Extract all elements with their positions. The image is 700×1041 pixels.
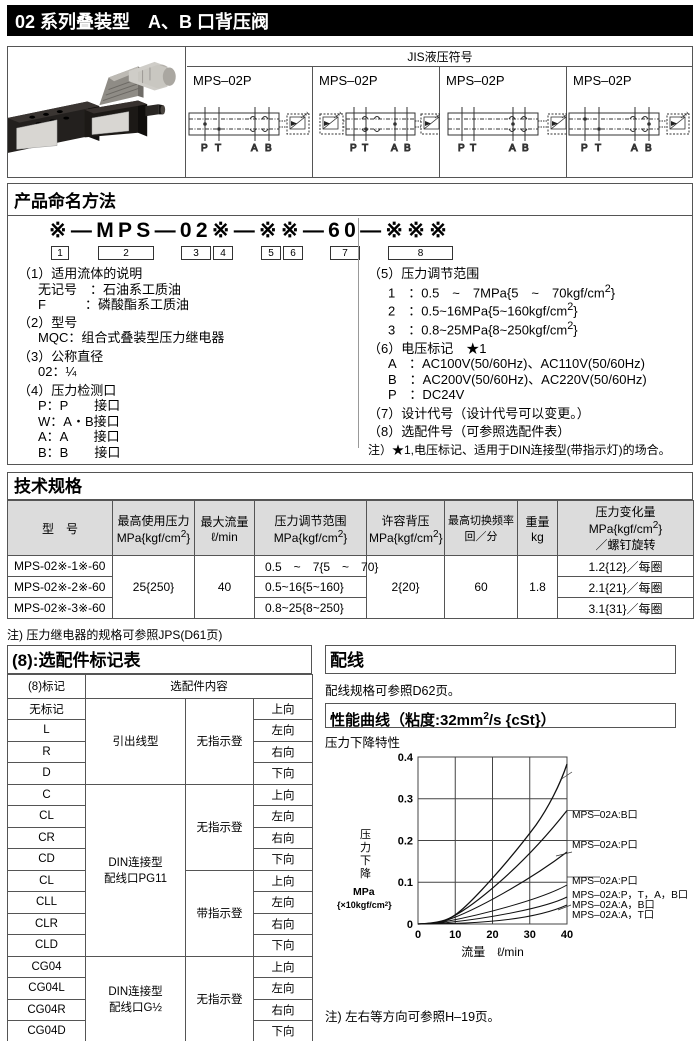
svg-text:流量 ℓ/min: 流量 ℓ/min [461,945,524,959]
svg-text:MPS–02A:P口: MPS–02A:P口 [572,840,638,851]
svg-text:0: 0 [415,929,421,941]
svg-text:A: A [509,143,516,154]
svg-text:T: T [362,143,368,154]
svg-text:降: 降 [360,866,371,880]
svg-text:0.4: 0.4 [398,752,414,764]
svg-text:MPS–02A:A，T口: MPS–02A:A，T口 [572,910,654,921]
svg-text:A: A [391,143,398,154]
svg-text:0: 0 [407,919,413,931]
svg-text:0.1: 0.1 [398,877,413,889]
svg-text:30: 30 [524,929,536,941]
svg-text:T: T [215,143,221,154]
svg-text:P: P [350,143,357,154]
svg-text:T: T [470,143,476,154]
svg-text:B: B [404,143,411,154]
svg-text:P: P [201,143,208,154]
svg-text:B: B [522,143,529,154]
svg-text:力: 力 [360,841,371,854]
svg-text:MPS–02A:P口: MPS–02A:P口 [572,876,638,887]
svg-text:10: 10 [449,929,461,941]
svg-text:P: P [581,143,588,154]
svg-text:P: P [458,143,465,154]
svg-text:A: A [631,143,638,154]
svg-text:0.2: 0.2 [398,836,413,848]
svg-text:下: 下 [360,855,371,867]
svg-text:20: 20 [486,929,498,941]
svg-text:压: 压 [360,828,371,841]
svg-text:A: A [251,143,258,154]
svg-text:B: B [645,143,652,154]
svg-text:T: T [595,143,601,154]
svg-text:B: B [265,143,272,154]
svg-text:{×10kgf/cm2}: {×10kgf/cm2} [337,900,392,910]
svg-text:MPa: MPa [353,886,375,898]
svg-text:MPS–02A:B口: MPS–02A:B口 [572,810,638,821]
svg-text:0.3: 0.3 [398,794,413,806]
svg-text:40: 40 [561,929,573,941]
